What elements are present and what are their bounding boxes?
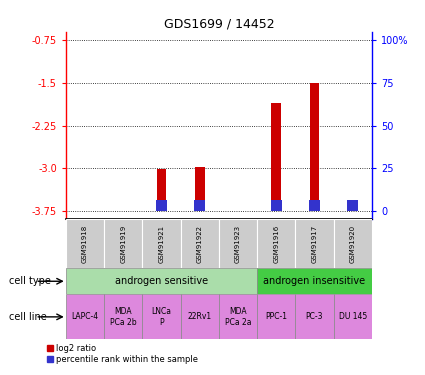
Text: 22Rv1: 22Rv1: [188, 312, 212, 321]
Bar: [334, 219, 372, 268]
Bar: [156, 200, 167, 211]
Text: MDA
PCa 2a: MDA PCa 2a: [225, 307, 251, 327]
Text: MDA
PCa 2b: MDA PCa 2b: [110, 307, 136, 327]
Bar: [257, 268, 372, 294]
Text: GSM91917: GSM91917: [312, 225, 317, 263]
Bar: [104, 294, 142, 339]
Bar: [142, 294, 181, 339]
Bar: [310, 83, 319, 211]
Text: cell type: cell type: [9, 276, 51, 285]
Bar: [194, 200, 205, 211]
Text: GSM91920: GSM91920: [350, 225, 356, 263]
Bar: [219, 219, 257, 268]
Bar: [181, 294, 219, 339]
Text: GSM91916: GSM91916: [273, 225, 279, 263]
Bar: [347, 200, 358, 211]
Text: GSM91922: GSM91922: [197, 225, 203, 263]
Text: cell line: cell line: [9, 312, 47, 322]
Legend: log2 ratio, percentile rank within the sample: log2 ratio, percentile rank within the s…: [47, 344, 198, 364]
Bar: [295, 219, 334, 268]
Text: GSM91918: GSM91918: [82, 225, 88, 263]
Bar: [272, 103, 281, 211]
Text: GSM91923: GSM91923: [235, 225, 241, 263]
Text: GSM91921: GSM91921: [159, 225, 164, 263]
Text: PC-3: PC-3: [306, 312, 323, 321]
Text: androgen sensitive: androgen sensitive: [115, 276, 208, 286]
Bar: [142, 219, 181, 268]
Text: LNCa
P: LNCa P: [151, 307, 172, 327]
Bar: [295, 294, 334, 339]
Bar: [348, 201, 357, 211]
Bar: [309, 200, 320, 211]
Bar: [270, 200, 282, 211]
Text: PPC-1: PPC-1: [265, 312, 287, 321]
Bar: [157, 170, 166, 211]
Text: androgen insensitive: androgen insensitive: [264, 276, 366, 286]
Bar: [181, 219, 219, 268]
Bar: [195, 167, 204, 211]
Bar: [219, 294, 257, 339]
Text: LAPC-4: LAPC-4: [71, 312, 99, 321]
Text: GSM91919: GSM91919: [120, 225, 126, 263]
Bar: [257, 219, 295, 268]
Bar: [104, 219, 142, 268]
Bar: [66, 219, 104, 268]
Bar: [66, 294, 104, 339]
Title: GDS1699 / 14452: GDS1699 / 14452: [164, 18, 274, 31]
Bar: [66, 268, 257, 294]
Text: DU 145: DU 145: [339, 312, 367, 321]
Bar: [257, 294, 295, 339]
Bar: [334, 294, 372, 339]
